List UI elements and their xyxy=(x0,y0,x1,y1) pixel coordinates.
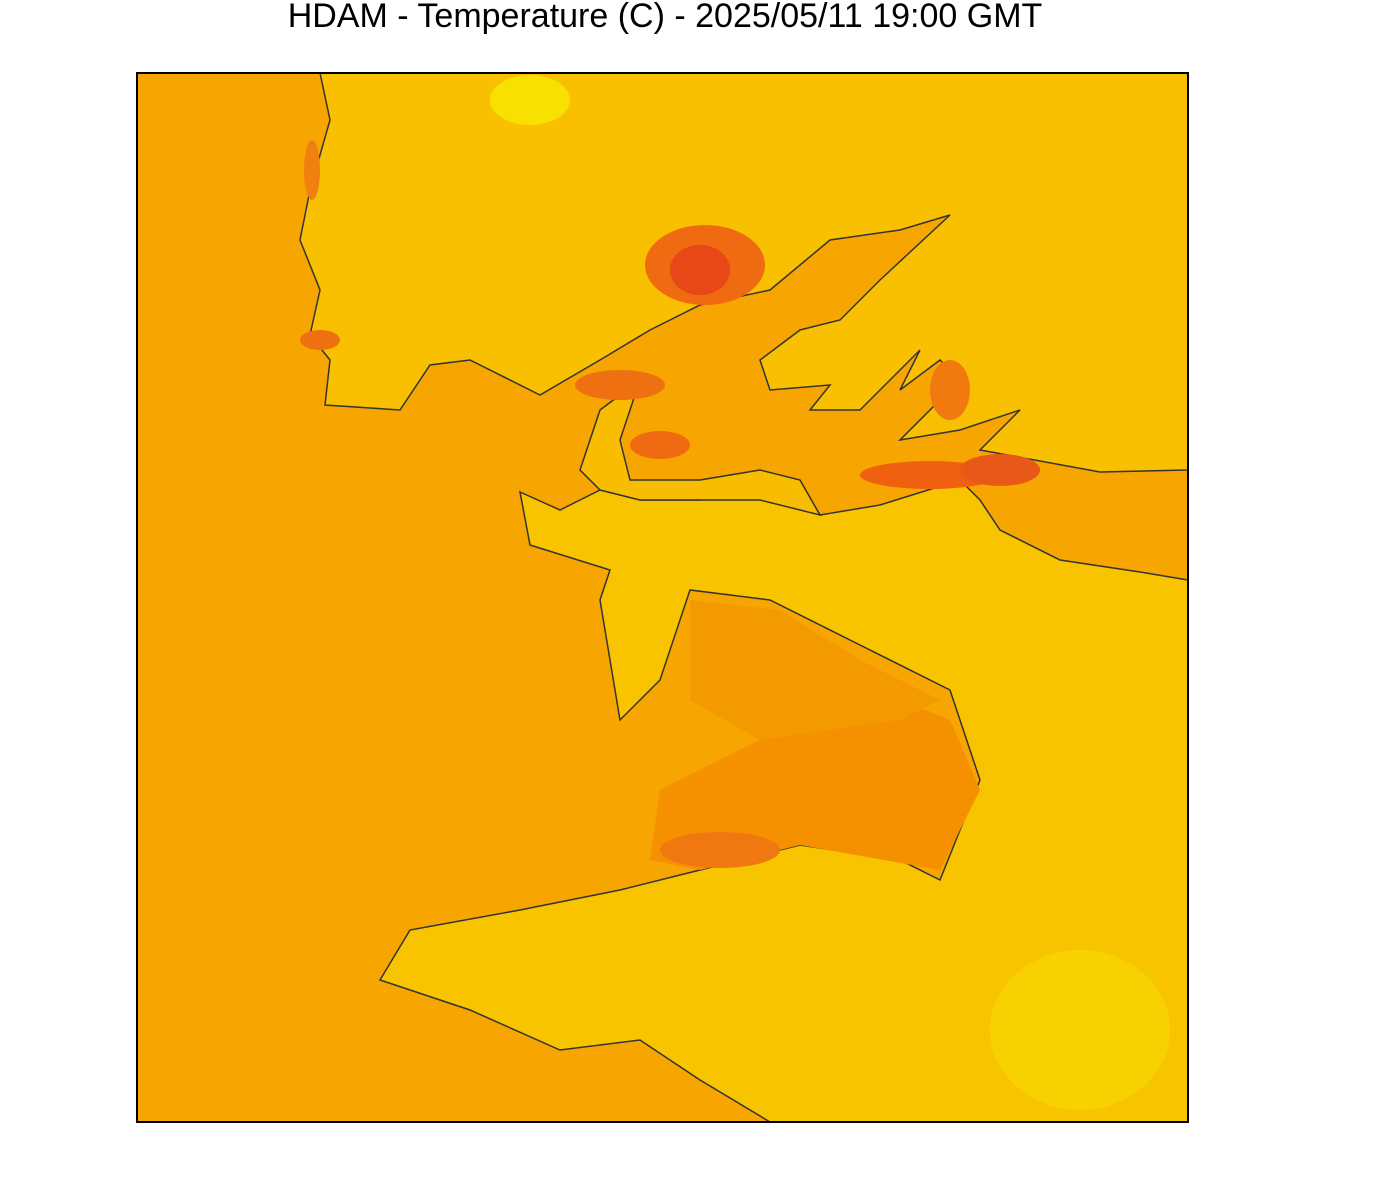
land-plougastel xyxy=(579,377,822,517)
hot-spot xyxy=(575,370,665,400)
hot-spot xyxy=(670,245,730,295)
hot-spot xyxy=(960,454,1040,486)
cool-spot xyxy=(990,950,1170,1110)
warm-bay xyxy=(650,700,980,870)
map-frame xyxy=(136,72,1189,1123)
cool-spot xyxy=(490,75,570,125)
warm-zone xyxy=(690,600,940,740)
temperature-field xyxy=(137,73,1188,1122)
hot-spot xyxy=(300,330,340,350)
hot-spot xyxy=(660,832,780,868)
hot-spot xyxy=(930,360,970,420)
land-middle xyxy=(378,479,1188,1122)
hot-spot xyxy=(630,431,690,459)
hot-spot xyxy=(304,140,320,200)
title: HDAM - Temperature (C) - 2025/05/11 19:0… xyxy=(288,0,1043,35)
